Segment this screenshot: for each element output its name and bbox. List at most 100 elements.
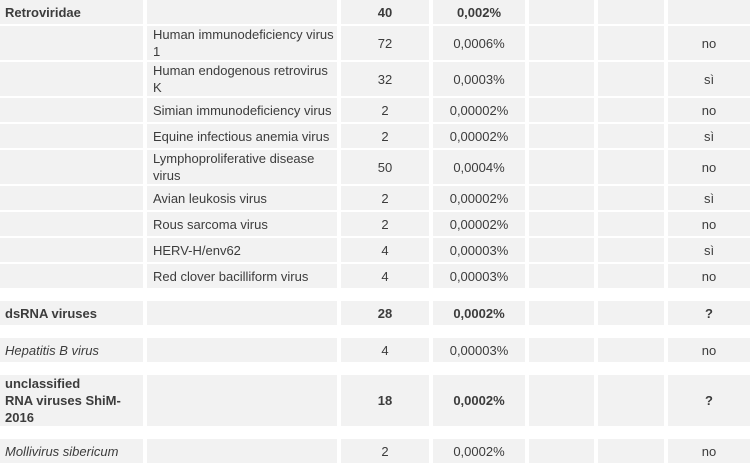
virus-name-cell: HERV-H/env62 bbox=[147, 238, 337, 262]
count-cell: 2 bbox=[341, 124, 429, 148]
percent-cell: 0,00003% bbox=[433, 264, 525, 288]
empty-cell-2 bbox=[598, 150, 664, 184]
empty-cell-2 bbox=[598, 124, 664, 148]
flag-cell: no bbox=[668, 338, 750, 362]
count-cell: 2 bbox=[341, 98, 429, 122]
group-name-cell bbox=[0, 264, 143, 288]
virus-name-cell bbox=[147, 338, 337, 362]
table-row: Equine infectious anemia virus 2 0,00002… bbox=[0, 124, 750, 148]
table-row: Human endogenous retrovirus K 32 0,0003%… bbox=[0, 62, 750, 96]
empty-cell-1 bbox=[529, 439, 594, 463]
count-cell: 4 bbox=[341, 264, 429, 288]
count-cell: 2 bbox=[341, 186, 429, 210]
virus-name-cell: Lymphoproliferative disease virus bbox=[147, 150, 337, 184]
flag-cell: sì bbox=[668, 186, 750, 210]
count-cell: 40 bbox=[341, 0, 429, 24]
group-name-cell bbox=[0, 124, 143, 148]
group-name-cell bbox=[0, 62, 143, 96]
empty-cell-1 bbox=[529, 338, 594, 362]
table-row: Human immunodeficiency virus 1 72 0,0006… bbox=[0, 26, 750, 60]
empty-cell-1 bbox=[529, 0, 594, 24]
percent-cell: 0,0002% bbox=[433, 375, 525, 426]
table-row: Red clover bacilliform virus 4 0,00003% … bbox=[0, 264, 750, 288]
table-row: Mollivirus sibericum 2 0,0002% no bbox=[0, 439, 750, 463]
virus-name-cell: Rous sarcoma virus bbox=[147, 212, 337, 236]
table-row: unclassified RNA viruses ShiM-2016 18 0,… bbox=[0, 375, 750, 426]
count-cell: 4 bbox=[341, 238, 429, 262]
percent-cell: 0,0004% bbox=[433, 150, 525, 184]
flag-cell: no bbox=[668, 439, 750, 463]
table-row: Simian immunodeficiency virus 2 0,00002%… bbox=[0, 98, 750, 122]
percent-cell: 0,00003% bbox=[433, 338, 525, 362]
percent-cell: 0,00002% bbox=[433, 98, 525, 122]
virus-name-cell bbox=[147, 0, 337, 24]
empty-cell-1 bbox=[529, 26, 594, 60]
table-row: Rous sarcoma virus 2 0,00002% no bbox=[0, 212, 750, 236]
empty-cell-2 bbox=[598, 26, 664, 60]
group-name-cell bbox=[0, 98, 143, 122]
percent-cell: 0,00002% bbox=[433, 186, 525, 210]
flag-cell: no bbox=[668, 98, 750, 122]
count-cell: 28 bbox=[341, 301, 429, 325]
virus-name-cell bbox=[147, 375, 337, 426]
table-row: Retroviridae 40 0,002% bbox=[0, 0, 750, 24]
flag-cell: no bbox=[668, 212, 750, 236]
percent-cell: 0,0003% bbox=[433, 62, 525, 96]
flag-cell: no bbox=[668, 150, 750, 184]
empty-cell-1 bbox=[529, 375, 594, 426]
count-cell: 2 bbox=[341, 212, 429, 236]
table-row: Avian leukosis virus 2 0,00002% sì bbox=[0, 186, 750, 210]
percent-cell: 0,002% bbox=[433, 0, 525, 24]
empty-cell-2 bbox=[598, 338, 664, 362]
group-name-cell bbox=[0, 238, 143, 262]
empty-cell-1 bbox=[529, 301, 594, 325]
empty-cell-1 bbox=[529, 238, 594, 262]
count-cell: 72 bbox=[341, 26, 429, 60]
virus-name-cell bbox=[147, 301, 337, 325]
count-cell: 2 bbox=[341, 439, 429, 463]
group-name-cell: dsRNA viruses bbox=[0, 301, 143, 325]
empty-cell-2 bbox=[598, 375, 664, 426]
empty-cell-1 bbox=[529, 150, 594, 184]
empty-cell-1 bbox=[529, 186, 594, 210]
group-name-cell: Hepatitis B virus bbox=[0, 338, 143, 362]
group-name-cell bbox=[0, 186, 143, 210]
flag-cell: sì bbox=[668, 238, 750, 262]
group-name-cell: Mollivirus sibericum bbox=[0, 439, 143, 463]
empty-cell-2 bbox=[598, 238, 664, 262]
empty-cell-1 bbox=[529, 264, 594, 288]
table-row: HERV-H/env62 4 0,00003% sì bbox=[0, 238, 750, 262]
group-name-cell bbox=[0, 212, 143, 236]
count-cell: 18 bbox=[341, 375, 429, 426]
flag-cell bbox=[668, 0, 750, 24]
flag-cell: no bbox=[668, 264, 750, 288]
group-name-cell: Retroviridae bbox=[0, 0, 143, 24]
percent-cell: 0,0006% bbox=[433, 26, 525, 60]
empty-cell-2 bbox=[598, 264, 664, 288]
table-row: Lymphoproliferative disease virus 50 0,0… bbox=[0, 150, 750, 184]
virus-name-cell: Avian leukosis virus bbox=[147, 186, 337, 210]
empty-cell-2 bbox=[598, 186, 664, 210]
virus-name-cell: Red clover bacilliform virus bbox=[147, 264, 337, 288]
virus-name-cell: Simian immunodeficiency virus bbox=[147, 98, 337, 122]
count-cell: 4 bbox=[341, 338, 429, 362]
empty-cell-1 bbox=[529, 124, 594, 148]
percent-cell: 0,0002% bbox=[433, 301, 525, 325]
flag-cell: ? bbox=[668, 375, 750, 426]
group-name-cell bbox=[0, 26, 143, 60]
flag-cell: no bbox=[668, 26, 750, 60]
empty-cell-1 bbox=[529, 62, 594, 96]
empty-cell-1 bbox=[529, 212, 594, 236]
empty-cell-2 bbox=[598, 212, 664, 236]
flag-cell: ? bbox=[668, 301, 750, 325]
virus-name-cell: Equine infectious anemia virus bbox=[147, 124, 337, 148]
percent-cell: 0,00002% bbox=[433, 124, 525, 148]
empty-cell-2 bbox=[598, 0, 664, 24]
empty-cell-2 bbox=[598, 301, 664, 325]
virus-name-cell: Human immunodeficiency virus 1 bbox=[147, 26, 337, 60]
group-name-cell bbox=[0, 150, 143, 184]
percent-cell: 0,00003% bbox=[433, 238, 525, 262]
virus-name-cell bbox=[147, 439, 337, 463]
table-row: Hepatitis B virus 4 0,00003% no bbox=[0, 338, 750, 362]
